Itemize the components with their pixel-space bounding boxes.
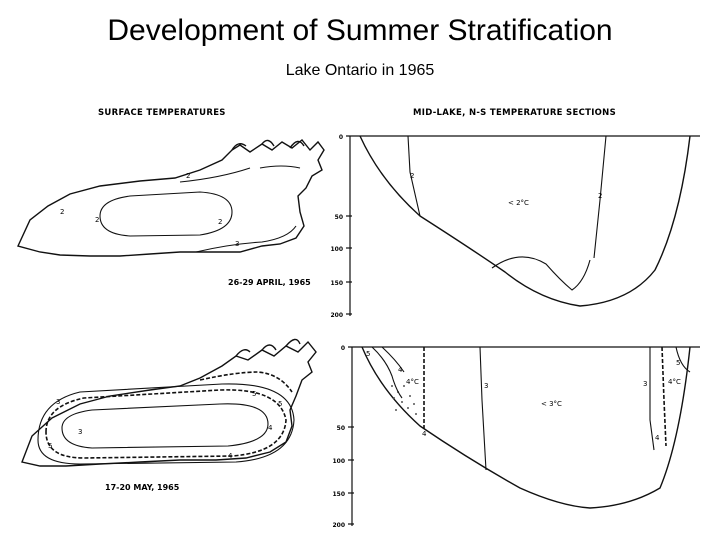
may-lake-outline bbox=[21, 340, 317, 467]
may-date-label: 17-20 MAY, 1965 bbox=[105, 483, 180, 492]
april-tick-150: 150 bbox=[330, 280, 343, 287]
april-tick-200: 200 bbox=[330, 312, 343, 319]
may-lake-bottom bbox=[361, 346, 691, 509]
april-iso-label-3: 3 bbox=[235, 240, 239, 248]
may-tick-200: 200 bbox=[332, 522, 345, 529]
page-title: Development of Summer Stratification bbox=[107, 14, 613, 47]
may-iso-label-1: 3 bbox=[78, 428, 82, 436]
april-tick-0: 0 bbox=[339, 134, 343, 141]
may-surface-map: 3 4 5 5 4 5 3 17-20 MAY, 1965 bbox=[21, 338, 317, 492]
may-iso-label-7: 3 bbox=[56, 398, 60, 406]
may-tick-150: 150 bbox=[332, 491, 345, 498]
may-iso-label-2: 4 bbox=[268, 424, 273, 432]
may-section-label-7: 4 bbox=[422, 430, 427, 438]
april-iso-label-2: 2 bbox=[218, 218, 222, 226]
may-section-note-left: 4°C bbox=[406, 378, 419, 386]
surface-temperatures-header: SURFACE TEMPERATURES bbox=[98, 108, 226, 118]
april-isotherm-3 bbox=[195, 225, 297, 253]
april-section-label-1: 2 bbox=[410, 172, 414, 180]
april-section-note: < 2°C bbox=[508, 199, 529, 207]
april-date-label: 26-29 APRIL, 1965 bbox=[228, 278, 311, 287]
may-section-label-6: 5 bbox=[676, 359, 680, 367]
may-iso-label-5: 4 bbox=[228, 452, 233, 460]
may-section-label-1: 5 bbox=[366, 350, 370, 358]
may-iso-label-4: 5 bbox=[252, 390, 256, 398]
april-temperature-section: 0 50 100 150 200 2 2 < 2°C bbox=[330, 134, 700, 319]
temperature-sections-header: MID-LAKE, N-S TEMPERATURE SECTIONS bbox=[413, 108, 617, 118]
april-iso-label-5: 2 bbox=[60, 208, 64, 216]
april-iso-label-4: 2 bbox=[186, 172, 190, 180]
may-temperature-section: 0 50 100 150 200 5 4 3 3 4 5 4 4°C < 3°C… bbox=[332, 345, 700, 529]
april-cold-core-boundary bbox=[491, 256, 591, 291]
may-isotherm-4-dashed bbox=[45, 389, 287, 459]
may-tick-100: 100 bbox=[332, 458, 345, 465]
page-subtitle: Lake Ontario in 1965 bbox=[285, 62, 435, 79]
may-section-label-5: 4 bbox=[655, 434, 660, 442]
may-section-note-right: 4°C bbox=[668, 378, 681, 386]
may-iso-label-3: 5 bbox=[278, 400, 282, 408]
may-tick-50: 50 bbox=[337, 425, 345, 432]
may-section-label-3: 3 bbox=[484, 382, 488, 390]
april-iso-label-1: 2 bbox=[95, 216, 99, 224]
may-section-note-mid: < 3°C bbox=[541, 400, 562, 408]
may-section-label-4: 3 bbox=[643, 380, 647, 388]
april-lake-bottom bbox=[359, 135, 691, 307]
may-tick-0: 0 bbox=[341, 345, 345, 352]
april-lake-outline bbox=[17, 139, 325, 257]
april-isotherm-2 bbox=[99, 191, 233, 237]
april-section-label-2: 2 bbox=[598, 192, 602, 200]
april-surface-map: 2 2 3 2 2 26-29 APRIL, 1965 bbox=[17, 139, 325, 287]
april-tick-100: 100 bbox=[330, 246, 343, 253]
april-tick-50: 50 bbox=[335, 214, 343, 221]
may-isotherm-5 bbox=[37, 383, 295, 465]
may-isotherm-3 bbox=[61, 403, 269, 449]
may-section-label-2: 4 bbox=[398, 366, 403, 374]
may-iso-label-6: 5 bbox=[48, 442, 52, 450]
